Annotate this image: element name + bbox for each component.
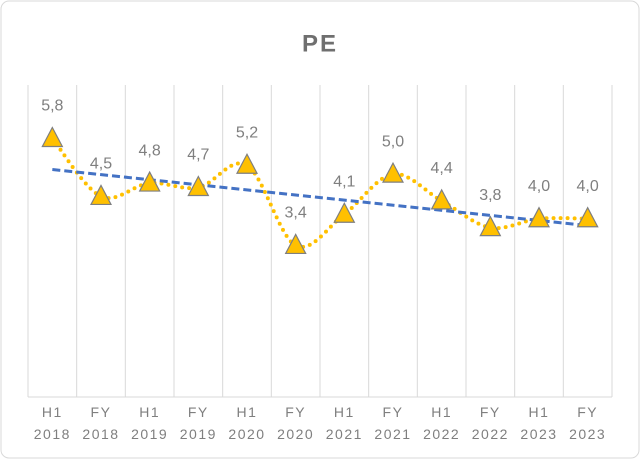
marker — [90, 184, 112, 206]
x-tick-label-line: 2023 — [569, 426, 606, 442]
x-tick-label: FY 2020 — [277, 404, 314, 442]
x-tick-label-line: H1 — [334, 404, 355, 420]
x-tick-label: FY 2019 — [180, 404, 217, 442]
data-label: 5,0 — [382, 133, 404, 150]
x-tick-label-line: FY — [285, 404, 306, 420]
data-label: 4,0 — [577, 178, 599, 195]
marker — [236, 152, 258, 174]
data-label: 5,8 — [41, 98, 63, 115]
data-label: 4,7 — [187, 147, 209, 164]
x-tick-label: H1 2019 — [131, 404, 168, 442]
x-tick-label-line: FY — [188, 404, 209, 420]
trendline — [52, 168, 588, 228]
x-tick-label-line: 2019 — [131, 426, 168, 442]
x-tick-label: H1 2021 — [326, 404, 363, 442]
data-label: 4,0 — [528, 178, 550, 195]
marker — [479, 215, 502, 237]
data-label: 3,8 — [479, 187, 501, 204]
x-tick-label-line: 2021 — [326, 426, 363, 442]
marker — [382, 161, 404, 183]
x-tick-label-line: 2019 — [180, 426, 217, 442]
x-tick-label: H1 2020 — [228, 404, 265, 442]
x-tick-label-line: H1 — [237, 404, 258, 420]
x-tick-label-line: H1 — [431, 404, 452, 420]
marker — [284, 233, 307, 255]
x-tick-label: FY 2022 — [472, 404, 509, 442]
x-tick-label: H1 2022 — [423, 404, 460, 442]
marker — [576, 206, 599, 228]
data-label: 4,8 — [139, 142, 161, 159]
data-label: 3,4 — [285, 205, 307, 222]
marker — [333, 201, 356, 223]
marker — [138, 170, 161, 192]
data-label: 5,2 — [236, 124, 258, 141]
x-tick-label-line: 2021 — [374, 426, 411, 442]
x-tick-label-line: 2020 — [228, 426, 265, 442]
chart-title: PE — [302, 30, 338, 57]
x-tick-label-line: 2020 — [277, 426, 314, 442]
marker — [41, 126, 64, 148]
x-tick-label-line: FY — [91, 404, 112, 420]
x-tick-label-line: 2018 — [34, 426, 71, 442]
x-tick-label: FY 2018 — [82, 404, 119, 442]
x-tick-label-line: 2022 — [472, 426, 509, 442]
x-tick-label: H1 2023 — [520, 404, 557, 442]
data-label: 4,1 — [333, 173, 355, 190]
x-tick-label-line: FY — [577, 404, 598, 420]
x-tick-label-line: 2018 — [82, 426, 119, 442]
x-tick-label: FY 2021 — [374, 404, 411, 442]
x-tick-label-line: H1 — [139, 404, 160, 420]
data-label: 4,5 — [90, 156, 112, 173]
x-tick-label-line: 2023 — [520, 426, 557, 442]
marker — [430, 188, 453, 210]
x-tick-label-line: FY — [383, 404, 404, 420]
x-tick-label-line: 2022 — [423, 426, 460, 442]
marker — [528, 206, 550, 228]
x-tick-label-line: H1 — [529, 404, 550, 420]
x-tick-label: H1 2018 — [34, 404, 71, 442]
x-tick-label-line: FY — [480, 404, 501, 420]
marker — [187, 175, 210, 197]
x-tick-label: FY 2023 — [569, 404, 606, 442]
data-label: 4,4 — [431, 160, 453, 177]
x-tick-label-line: H1 — [42, 404, 63, 420]
